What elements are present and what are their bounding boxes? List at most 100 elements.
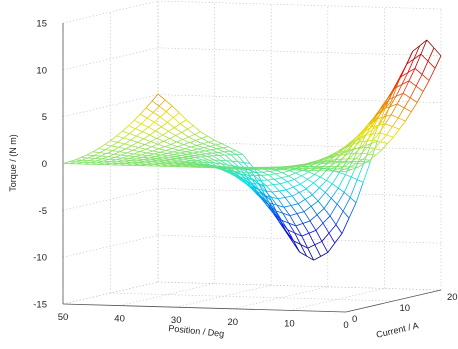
surface-segment bbox=[230, 154, 239, 163]
surface-segment bbox=[359, 145, 366, 148]
surface-segment bbox=[167, 117, 174, 123]
surface-segment bbox=[251, 179, 260, 191]
surface-segment bbox=[171, 159, 178, 162]
surface-segment bbox=[315, 230, 323, 242]
surface-segment bbox=[275, 210, 283, 214]
surface-segment bbox=[372, 124, 379, 130]
surface-segment bbox=[189, 142, 197, 146]
x-axis-label: Position / Deg bbox=[168, 323, 225, 339]
surface-segment bbox=[140, 152, 148, 156]
surface-segment bbox=[163, 138, 170, 142]
surface-segment bbox=[111, 161, 118, 164]
surface-segment bbox=[154, 153, 162, 156]
surface-segment bbox=[98, 148, 106, 150]
surface-segment bbox=[371, 125, 379, 135]
surface-segment bbox=[157, 93, 166, 101]
surface-segment bbox=[258, 166, 265, 169]
surface-segment bbox=[316, 208, 325, 216]
y-tick-label: 10 bbox=[400, 303, 411, 314]
surface-segment bbox=[286, 186, 294, 191]
surface-segment bbox=[279, 222, 286, 232]
surface-segment bbox=[216, 165, 223, 169]
surface-segment bbox=[151, 143, 158, 148]
surface-segment bbox=[291, 192, 300, 197]
surface-segment bbox=[151, 146, 160, 150]
surface-segment bbox=[139, 113, 148, 119]
surface-segment bbox=[188, 136, 196, 141]
surface-segment bbox=[348, 202, 357, 219]
axes-grid bbox=[62, 0, 442, 313]
surface-segment bbox=[401, 72, 409, 85]
surface-segment bbox=[354, 137, 361, 143]
surface-segment bbox=[349, 179, 358, 198]
surface-segment bbox=[322, 222, 330, 234]
surface-segment bbox=[320, 176, 327, 181]
surface-segment bbox=[300, 183, 307, 190]
surface-segment bbox=[350, 162, 357, 168]
surface-segment bbox=[254, 189, 261, 197]
surface-segment bbox=[374, 107, 382, 117]
surface-segment bbox=[244, 166, 251, 169]
surface-segment bbox=[345, 174, 352, 178]
surface-segment bbox=[355, 182, 364, 203]
surface-segment bbox=[129, 156, 136, 159]
surface-segment bbox=[208, 139, 215, 143]
surface-segment bbox=[362, 153, 369, 160]
surface-segment bbox=[229, 167, 236, 170]
surface-segment bbox=[193, 151, 200, 154]
surface-segment bbox=[277, 198, 285, 208]
surface-segment bbox=[304, 199, 312, 207]
x-tick-label: 20 bbox=[228, 317, 239, 328]
surface-segment bbox=[198, 150, 206, 153]
surface-segment bbox=[301, 175, 308, 180]
surface-segment bbox=[142, 155, 149, 158]
surface-segment bbox=[185, 151, 194, 154]
surface-segment bbox=[373, 139, 381, 143]
surface-segment bbox=[256, 169, 263, 173]
surface-segment bbox=[133, 163, 140, 166]
surface-segment bbox=[321, 232, 330, 242]
surface-segment bbox=[375, 107, 383, 117]
surface-segment bbox=[174, 127, 182, 133]
surface-segment bbox=[142, 126, 149, 132]
surface-segment bbox=[154, 116, 161, 123]
back-wall-gridline bbox=[62, 47, 159, 71]
surface-segment bbox=[293, 240, 300, 253]
surface-segment bbox=[308, 229, 317, 234]
surface-segment bbox=[137, 159, 144, 162]
surface-segment bbox=[378, 123, 386, 126]
surface-segment bbox=[310, 200, 319, 207]
surface-segment bbox=[169, 165, 176, 167]
surface-segment bbox=[388, 87, 396, 100]
surface-segment bbox=[189, 140, 196, 143]
surface-segment bbox=[402, 92, 411, 99]
surface-segment bbox=[201, 137, 209, 143]
surface-segment bbox=[200, 153, 207, 156]
surface-segment bbox=[160, 116, 168, 123]
surface-segment bbox=[316, 161, 323, 164]
surface-segment bbox=[112, 146, 119, 151]
side-wall-gridline bbox=[157, 0, 442, 10]
surface-segment bbox=[322, 162, 329, 167]
surface-segment bbox=[251, 182, 260, 185]
surface-segment bbox=[210, 149, 219, 153]
surface-segment bbox=[256, 172, 265, 187]
surface-segment bbox=[336, 192, 345, 205]
surface-segment bbox=[239, 173, 247, 179]
surface-segment bbox=[302, 166, 309, 169]
floor-gridline bbox=[119, 283, 215, 306]
surface-segment bbox=[253, 185, 260, 191]
surface-segment bbox=[307, 244, 315, 249]
surface-segment bbox=[125, 148, 133, 151]
surface-segment bbox=[230, 166, 237, 169]
surface-segment bbox=[276, 204, 285, 208]
surface-segment bbox=[382, 99, 390, 110]
surface-segment bbox=[335, 153, 342, 156]
surface-segment bbox=[126, 149, 134, 154]
surface-segment bbox=[111, 145, 119, 148]
surface-segment bbox=[159, 161, 166, 164]
surface-segment bbox=[92, 148, 99, 153]
surface-segment bbox=[384, 114, 392, 125]
surface-segment bbox=[68, 159, 75, 163]
surface-segment bbox=[322, 215, 331, 224]
